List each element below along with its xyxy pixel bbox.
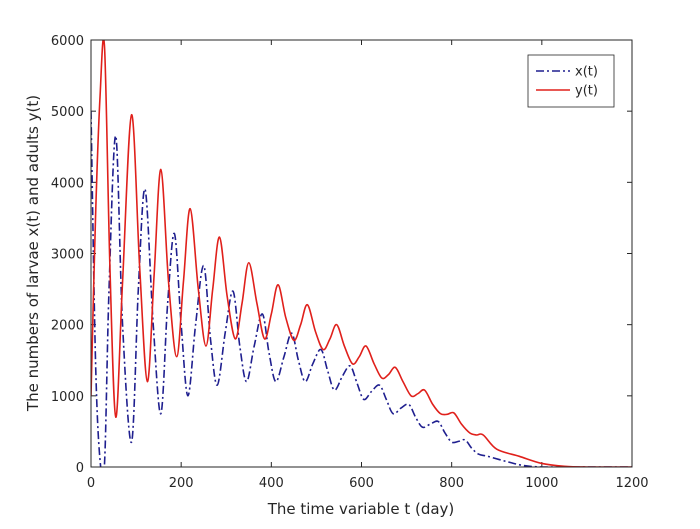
y-tick-label: 1000	[51, 390, 84, 405]
y-tick-label: 3000	[51, 248, 84, 263]
x-tick-label: 600	[349, 476, 374, 491]
line-series	[91, 40, 632, 467]
x-axis-label: The time variable t (day)	[267, 500, 455, 518]
y-axis-label: The numbers of larvae x(t) and adults y(…	[24, 95, 42, 412]
x-tick-label: 800	[439, 476, 464, 491]
line-series	[91, 111, 632, 467]
x-tick-label: 1200	[615, 476, 648, 491]
plot-frame	[90, 39, 633, 468]
y-tick-label: 4000	[51, 176, 84, 191]
y-tick-label: 5000	[51, 105, 84, 120]
x-tick-label: 200	[169, 476, 194, 491]
x-tick-label: 0	[87, 476, 95, 491]
x-tick-label: 1000	[525, 476, 558, 491]
series-group	[91, 40, 632, 467]
legend-box	[527, 54, 615, 108]
x-tick-label: 400	[259, 476, 284, 491]
legend-label: y(t)	[575, 84, 598, 99]
legend-label: x(t)	[575, 65, 598, 80]
y-tick-label: 2000	[51, 319, 84, 334]
y-tick-label: 6000	[51, 34, 84, 49]
y-tick-label: 0	[76, 461, 84, 476]
